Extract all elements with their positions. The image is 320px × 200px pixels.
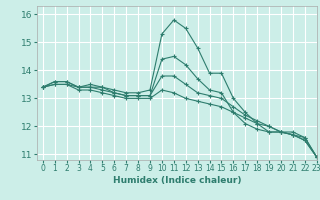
X-axis label: Humidex (Indice chaleur): Humidex (Indice chaleur) xyxy=(113,176,241,185)
